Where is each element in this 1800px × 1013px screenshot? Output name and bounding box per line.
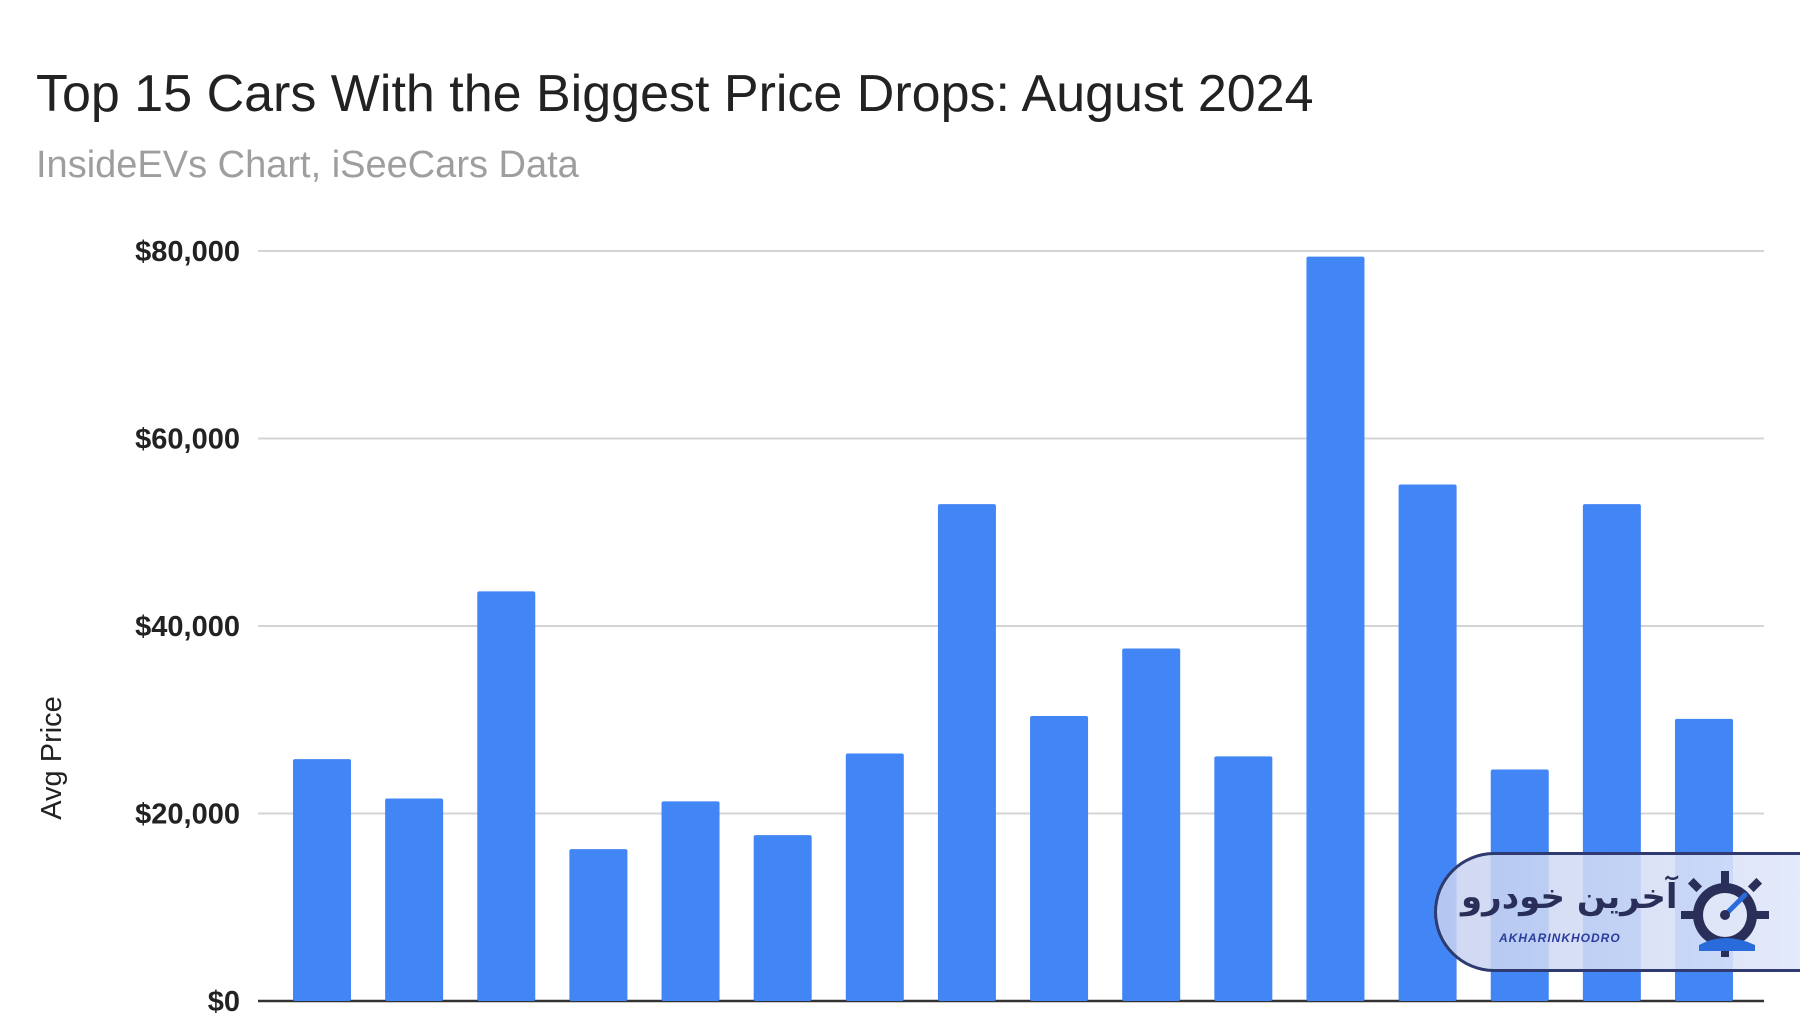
watermark-subtitle: AKHARINKHODRO <box>1499 931 1621 945</box>
bar <box>477 591 536 1001</box>
chart-title: Top 15 Cars With the Biggest Price Drops… <box>36 65 1314 123</box>
bar <box>1214 756 1273 1001</box>
y-tick-label: $80,000 <box>135 236 240 268</box>
y-tick-label: $20,000 <box>135 799 240 831</box>
bar <box>937 504 996 1001</box>
watermark-brand-text: آخرین خودرو <box>1461 877 1678 917</box>
speedometer-gear-icon <box>1681 871 1769 957</box>
y-tick-label: $0 <box>208 986 240 1013</box>
bar <box>293 759 351 1001</box>
watermark-logo: آخرین خودرو AKHARINKHODRO <box>1434 852 1800 972</box>
bar <box>661 801 720 1001</box>
bar <box>1398 484 1457 1001</box>
bar <box>385 798 444 1001</box>
y-tick-label: $40,000 <box>135 611 240 643</box>
bar <box>1030 716 1089 1001</box>
bar <box>569 849 628 1001</box>
bar <box>845 753 904 1001</box>
chart-subtitle: InsideEVs Chart, iSeeCars Data <box>36 144 579 186</box>
bar <box>1122 648 1181 1001</box>
bar <box>1306 256 1365 1001</box>
y-tick-label: $60,000 <box>135 424 240 456</box>
y-axis-label: Avg Price <box>36 696 68 820</box>
bar <box>753 835 812 1001</box>
